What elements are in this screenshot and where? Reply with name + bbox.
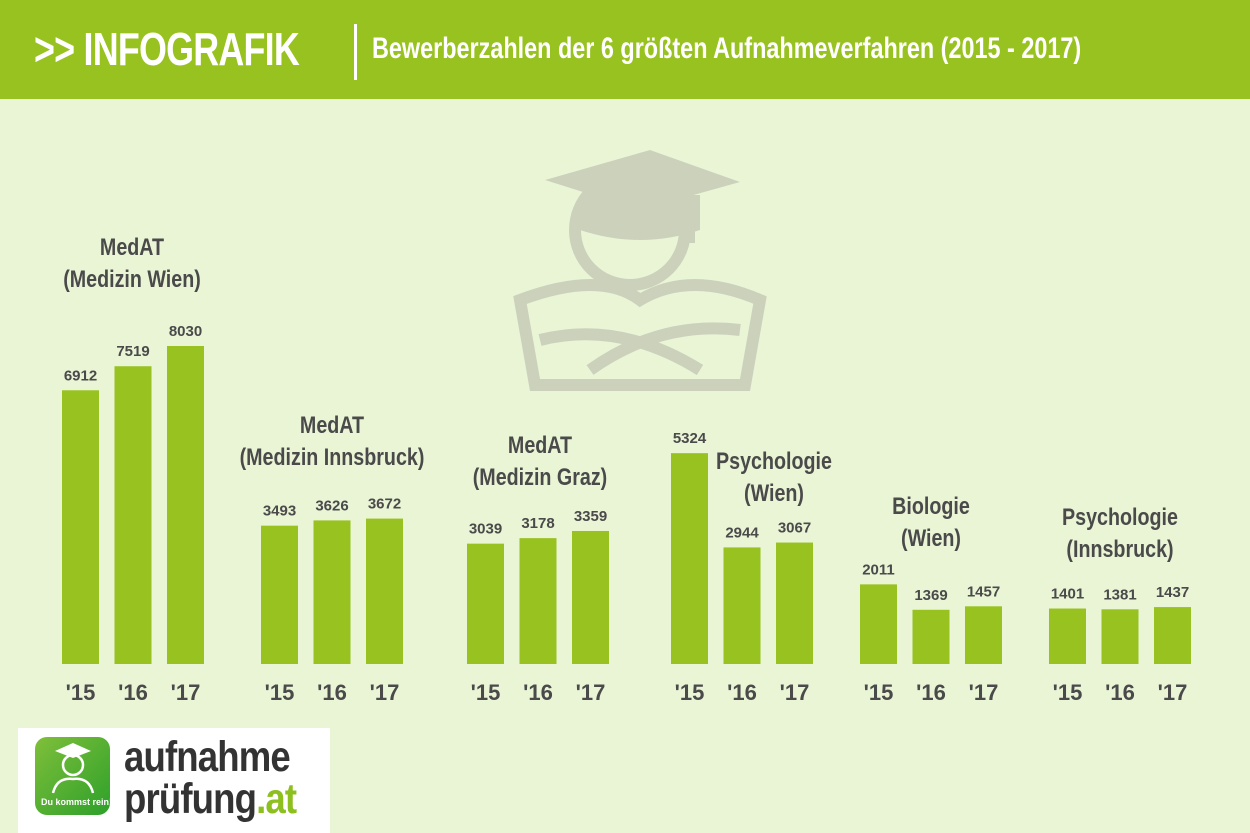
data-label: 1401 [1051,586,1084,603]
year-tick-label: '16 [118,680,148,705]
group-label-line2: (Medizin Innsbruck) [239,444,425,471]
group-label: Biologie (Wien) [833,491,1030,555]
bar [860,584,897,664]
group-label-line1: MedAT [507,432,573,459]
bar [776,542,813,664]
group-label: Psychologie (Innsbruck) [1022,502,1219,566]
group-label-line1: MedAT [299,412,365,439]
graduate-illustration-icon [513,150,767,391]
group-label-line2: (Medizin Wien) [63,266,201,293]
data-label: 1457 [967,583,1000,600]
data-label: 8030 [169,323,202,340]
bar [912,609,950,664]
data-label: 7519 [116,343,149,360]
year-tick-label: '17 [1158,680,1188,705]
bar [965,606,1002,664]
data-label: 3672 [368,496,401,513]
bar [167,346,204,664]
bar [261,525,298,664]
group-label: Psychologie (Wien) [676,446,873,510]
bar [62,390,99,664]
year-tick-label: '15 [66,680,96,705]
year-tick-label: '15 [265,680,295,705]
logo-line2: prüfung [124,775,257,823]
aufnahmepruefung-logo[interactable]: Du kommst rein! aufnahme prüfung.at [18,728,330,833]
year-tick-label: '16 [317,680,347,705]
bar [671,453,708,664]
year-tick-label: '17 [969,680,999,705]
group-label: MedAT (Medizin Wien) [34,232,231,296]
data-label: 5324 [673,430,707,447]
group-label-line2: (Wien) [744,480,804,507]
group-label-line2: (Innsbruck) [1066,536,1174,563]
data-label: 6912 [64,367,97,384]
data-label: 2011 [862,561,895,578]
group-label-line2: (Wien) [901,525,961,552]
bar [366,518,403,664]
year-tick-label: '17 [171,680,201,705]
year-tick-label: '16 [523,680,553,705]
year-tick-label: '15 [471,680,501,705]
group-label: MedAT (Medizin Graz) [442,430,639,494]
header-banner: >> INFOGRAFIK Bewerberzahlen der 6 größt… [0,0,1250,99]
bar [1101,609,1139,664]
logo-tld: .at [256,775,297,823]
group-label-line1: Biologie [892,493,970,520]
year-tick-label: '16 [1105,680,1135,705]
year-tick-label: '16 [916,680,946,705]
data-label: 3178 [521,515,554,532]
bar [572,530,609,664]
bar [313,520,351,664]
year-tick-label: '17 [576,680,606,705]
data-label: 1381 [1103,586,1136,603]
bar [114,366,152,664]
logo-slogan: Du kommst rein! [41,797,113,807]
year-tick-label: '17 [780,680,810,705]
header-title: >> INFOGRAFIK [34,23,300,75]
data-label: 3359 [574,508,607,525]
header-divider [354,24,357,80]
bar [519,538,557,664]
year-tick-label: '16 [727,680,757,705]
bar [1154,607,1191,664]
group-label-line2: (Medizin Graz) [472,464,608,491]
group-label-line1: MedAT [99,234,165,261]
data-label: 3493 [263,503,296,520]
year-tick-label: '17 [370,680,400,705]
year-tick-label: '15 [864,680,894,705]
logo-wordmark: aufnahme prüfung.at [124,733,297,823]
data-label: 2944 [725,524,759,541]
graduate-logo-icon: Du kommst rein! [35,737,113,815]
header-subtitle: Bewerberzahlen der 6 größten Aufnahmever… [372,32,1082,65]
bar [1049,608,1086,664]
bar [467,543,504,664]
group-label-line1: Psychologie [1062,504,1178,531]
data-label: 3039 [469,521,502,538]
logo-line1: aufnahme [124,733,291,781]
data-label: 3626 [315,497,348,514]
year-tick-label: '15 [675,680,705,705]
year-tick-label: '15 [1053,680,1083,705]
group-label-line1: Psychologie [716,448,832,475]
data-label: 3067 [778,520,811,537]
group-label: MedAT (Medizin Innsbruck) [234,410,431,474]
data-label: 1437 [1156,584,1189,601]
bar [723,547,761,664]
data-label: 1369 [914,587,947,604]
